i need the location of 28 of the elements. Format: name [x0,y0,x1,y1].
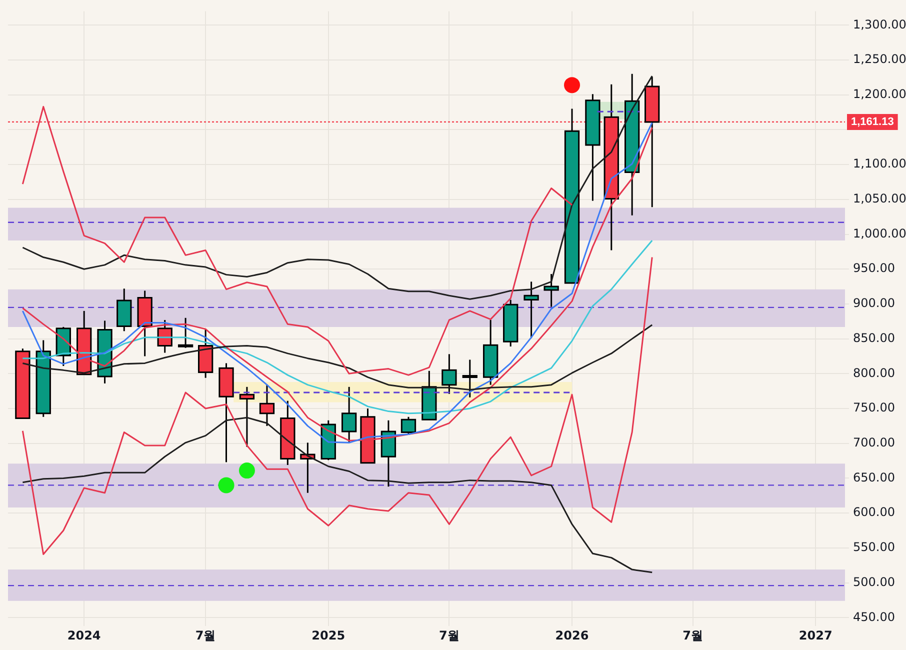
y-tick-label: 800.00 [853,366,895,380]
y-tick-label: 900.00 [853,296,895,310]
x-tick-label: 2025 [312,628,346,642]
y-tick-label: 1,250.00 [853,52,906,66]
y-tick-label: 1,300.00 [853,17,906,32]
x-tick-label: 2027 [798,628,832,642]
point [238,462,255,479]
x-tick-label: 2026 [555,628,589,642]
point [218,477,234,494]
ref-line-label: 1,161.13 [851,116,894,128]
y-tick-label: 600.00 [853,505,895,520]
y-tick-label: 950.00 [853,261,895,276]
y-tick-label: 1,050.00 [853,192,906,206]
y-tick-label: 1,200.00 [853,86,906,101]
y-tick-label: 650.00 [853,470,895,484]
y-tick-label: 1,000.00 [853,226,906,240]
y-tick-label: 500.00 [853,574,895,589]
x-tick-label: 2024 [67,628,101,642]
y-tick-label: 700.00 [853,435,895,450]
y-tick-label: 750.00 [853,400,895,415]
y-tick-label: 1,100.00 [853,156,906,171]
x-tick-label: 7월 [195,628,216,642]
point [564,77,580,94]
y-tick-label: 850.00 [853,330,895,345]
x-tick-label: 7월 [682,628,703,642]
y-tick-label: 450.00 [853,610,895,624]
y-tick-label: 550.00 [853,540,895,554]
x-tick-label: 7월 [439,628,460,642]
